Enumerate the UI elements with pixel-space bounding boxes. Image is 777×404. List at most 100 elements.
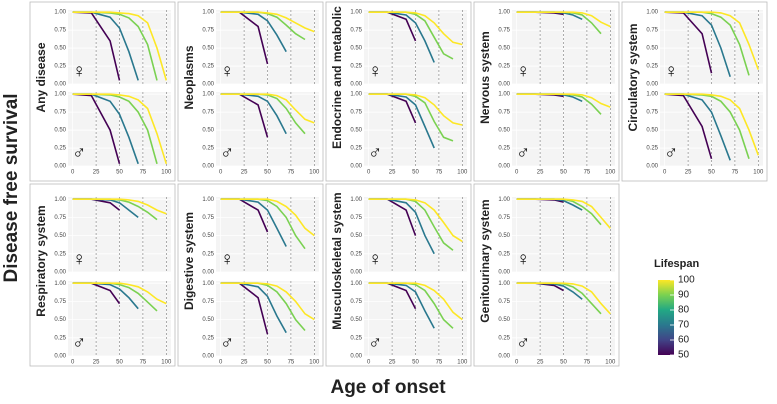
y-tick-label: 0.25 [350,335,362,341]
y-tick-label: 1.00 [350,10,362,16]
y-tick-label: 0.50 [350,46,362,52]
y-tick-label: 0.25 [202,146,214,152]
y-tick-label: 0.25 [498,251,510,257]
sex-symbol: ♀ [664,61,678,82]
panel-title: Any disease [34,42,48,112]
x-tick-label: 0 [515,170,519,176]
x-tick-label: 50 [264,170,271,176]
y-tick-label: 0.25 [498,146,510,152]
x-tick-label: 25 [389,360,396,366]
sex-symbol: ♀ [368,61,382,82]
x-tick-label: 0 [367,170,371,176]
y-tick-label: 0.50 [202,46,214,52]
panel-title: Genitourinary system [478,199,492,322]
survival-curve [368,93,463,126]
y-tick-label: 0.00 [202,164,214,170]
y-tick-label: 0.75 [498,28,510,34]
y-tick-label: 0.25 [498,335,510,341]
survival-curve [72,11,168,81]
y-tick-label: 0.00 [350,270,362,276]
legend-title: Lifespan [654,258,700,270]
y-tick-label: 0.75 [350,215,362,221]
y-tick-label: 0.75 [202,299,214,305]
y-tick-label: 0.75 [202,28,214,34]
sex-symbol: ♀ [72,61,86,82]
y-tick-label: 0.00 [498,164,510,170]
y-tick-label: 0.00 [202,270,214,276]
y-tick-label: 0.25 [350,146,362,152]
sex-symbol: ♀ [220,61,234,82]
y-tick-label: 1.00 [646,10,658,16]
x-tick-label: 100 [309,170,320,176]
y-tick-label: 0.50 [202,317,214,323]
y-tick-label: 0.75 [498,110,510,116]
survival-curve [664,11,760,70]
y-tick-label: 0.25 [350,64,362,70]
survival-curve [72,282,167,305]
y-tick-label: 0.75 [54,28,66,34]
y-tick-label: 1.00 [498,92,510,98]
x-tick-label: 100 [161,360,172,366]
x-tick-label: 0 [367,360,371,366]
y-tick-label: 0.25 [646,146,658,152]
y-tick-label: 0.00 [54,164,66,170]
survival-curve [72,198,167,215]
y-tick-label: 0.50 [54,233,66,239]
sex-symbol: ♂ [516,143,530,164]
survival-curve [72,93,168,165]
panel-title: Circulatory system [626,23,640,131]
y-tick-label: 0.50 [646,128,658,134]
x-tick-label: 100 [309,360,320,366]
y-tick-label: 0.75 [350,110,362,116]
y-tick-label: 0.50 [498,46,510,52]
sex-symbol: ♀ [516,249,530,270]
y-tick-label: 0.50 [646,46,658,52]
survival-curve [516,93,611,108]
y-tick-label: 0.00 [498,354,510,360]
y-tick-label: 1.00 [498,10,510,16]
x-tick-label: 50 [412,170,419,176]
y-tick-label: 1.00 [646,92,658,98]
x-tick-label: 0 [219,170,223,176]
sex-symbol: ♀ [72,249,86,270]
survival-curve [220,93,315,124]
y-tick-label: 1.00 [202,10,214,16]
sex-symbol: ♂ [72,143,86,164]
x-tick-label: 50 [412,360,419,366]
legend-tick-label: 70 [678,320,690,331]
x-tick-label: 25 [389,170,396,176]
sex-symbol: ♀ [516,61,530,82]
survival-curve [220,11,315,33]
y-tick-label: 1.00 [202,281,214,287]
y-tick-label: 0.25 [54,146,66,152]
survival-curve [220,198,315,237]
legend-tick-label: 90 [678,290,690,301]
x-tick-label: 100 [457,170,468,176]
x-tick-label: 25 [685,170,692,176]
y-tick-label: 0.00 [54,82,66,88]
y-tick-label: 0.25 [350,251,362,257]
y-tick-label: 0.00 [498,270,510,276]
y-tick-label: 0.75 [646,28,658,34]
x-tick-label: 0 [71,360,75,366]
y-tick-label: 1.00 [54,10,66,16]
sex-symbol: ♂ [368,333,382,354]
legend-tick-label: 100 [678,275,695,286]
x-tick-label: 0 [71,170,75,176]
y-tick-label: 0.25 [202,251,214,257]
x-tick-label: 100 [605,360,616,366]
sex-symbol: ♂ [664,143,678,164]
y-tick-label: 0.50 [350,317,362,323]
sex-symbol: ♂ [368,143,382,164]
x-tick-label: 75 [436,360,443,366]
sex-symbol: ♀ [220,249,234,270]
y-tick-label: 0.75 [54,215,66,221]
x-tick-label: 50 [560,170,567,176]
y-tick-label: 1.00 [202,197,214,203]
x-tick-label: 50 [708,170,715,176]
legend-colorbar [658,280,674,355]
y-tick-label: 1.00 [202,92,214,98]
x-tick-label: 25 [241,360,248,366]
y-tick-label: 1.00 [498,197,510,203]
